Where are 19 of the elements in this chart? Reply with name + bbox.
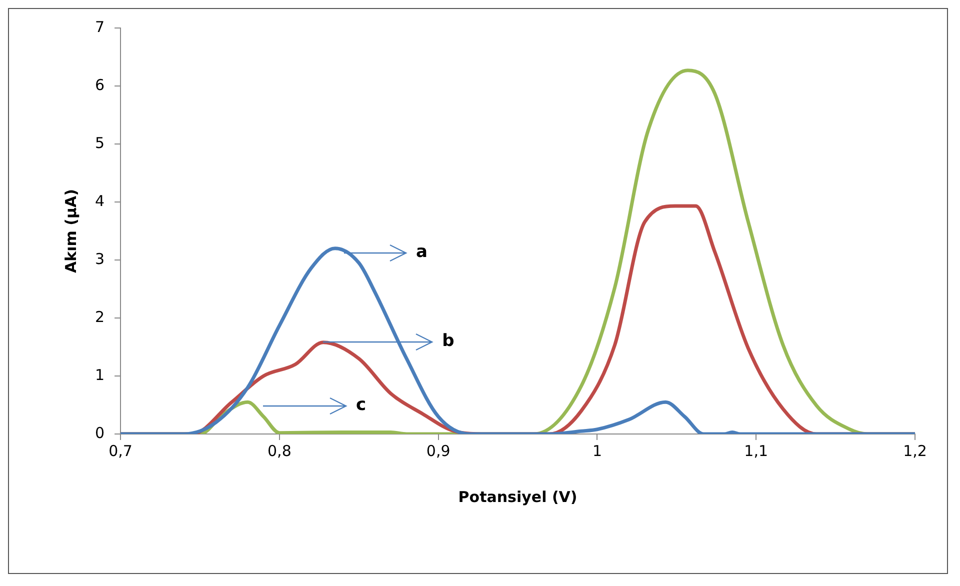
y-tick-label: 2 [94,308,105,326]
y-tick-label: 7 [94,18,105,36]
y-tick-label: 5 [94,134,105,152]
y-tick-label: 4 [94,192,105,210]
annotation: a [416,242,428,262]
x-tick-label: 1 [592,442,602,460]
x-tick-label: 0,9 [426,442,450,460]
y-tick-label: 6 [94,76,105,94]
y-tick-label: 3 [94,250,105,268]
x-tick-label: 0,7 [108,442,132,460]
x-tick-label: 1,1 [744,442,768,460]
annotation: b [442,331,454,352]
y-axis-title: Akım (µA) [62,189,80,273]
y-tick-label: 0 [94,424,105,442]
y-tick-label: 1 [94,366,105,384]
x-tick-label: 1,2 [903,442,927,460]
x-axis-title: Potansiyel (V) [458,488,578,506]
x-tick-label: 0,8 [268,442,292,460]
annotation: c [356,395,366,415]
